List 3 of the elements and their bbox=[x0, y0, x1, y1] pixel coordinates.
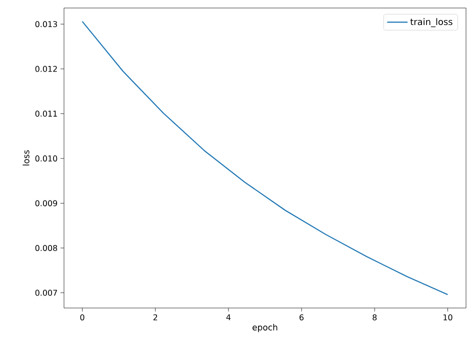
y-axis-title: loss bbox=[22, 150, 30, 166]
legend-label: train_loss bbox=[410, 18, 452, 28]
x-axis-title: epoch bbox=[252, 324, 278, 332]
